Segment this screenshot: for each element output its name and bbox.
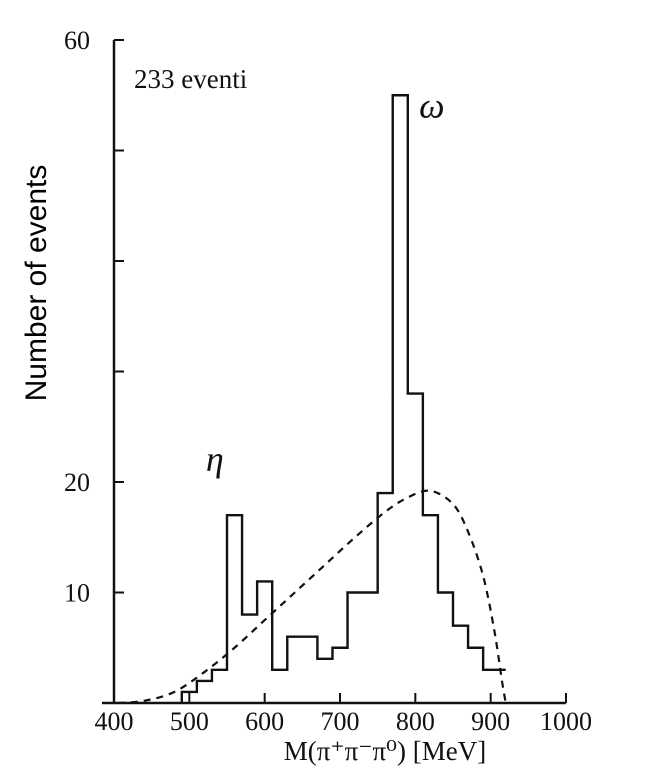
histogram-bin xyxy=(453,626,468,703)
histogram-bin xyxy=(317,659,332,703)
histogram-bin xyxy=(483,670,506,703)
histogram-bin xyxy=(212,670,227,703)
histogram-bins xyxy=(182,95,506,703)
y-tick-label: 60 xyxy=(64,26,90,55)
omega-peak-label: ω xyxy=(419,85,444,125)
histogram-bin xyxy=(393,95,408,703)
histogram-bin xyxy=(197,681,212,703)
x-axis-label: M(π⁺π⁻π⁰) [MeV] xyxy=(284,736,486,766)
x-tick-label: 400 xyxy=(95,707,134,736)
x-tick-label: 700 xyxy=(321,707,360,736)
y-tick-label: 20 xyxy=(64,468,90,497)
histogram-bin xyxy=(302,637,317,703)
x-tick-label: 800 xyxy=(396,707,435,736)
histogram-bin xyxy=(363,593,378,704)
histogram-bin xyxy=(408,394,423,703)
histogram-bin xyxy=(227,515,242,703)
histogram-bin xyxy=(182,692,197,703)
histogram-bin xyxy=(257,581,272,703)
histogram-bin xyxy=(378,493,393,703)
axis-ticks xyxy=(113,39,567,703)
axes xyxy=(102,40,566,705)
eta-peak-label: η xyxy=(206,439,224,479)
histogram-bin xyxy=(287,637,302,703)
histogram-bin xyxy=(272,670,287,703)
histogram-bin xyxy=(423,515,438,703)
axis-tick-labels: 400 500 600 700 800 900 1000 10 20 60 xyxy=(64,26,592,736)
histogram-bin xyxy=(242,615,257,703)
background-curve xyxy=(117,489,507,705)
x-tick-label: 900 xyxy=(471,707,510,736)
y-tick-label: 10 xyxy=(64,579,90,608)
histogram-outline xyxy=(180,94,506,703)
histogram-bin xyxy=(468,648,483,703)
histogram-bin xyxy=(438,593,453,704)
x-tick-label: 600 xyxy=(245,707,284,736)
x-tick-label: 1000 xyxy=(540,707,592,736)
histogram-bin xyxy=(348,593,363,704)
histogram-bin xyxy=(332,648,347,703)
y-axis-label: Number of events xyxy=(20,165,53,402)
event-count-annotation: 233 eventi xyxy=(134,64,247,94)
x-tick-label: 500 xyxy=(170,707,209,736)
